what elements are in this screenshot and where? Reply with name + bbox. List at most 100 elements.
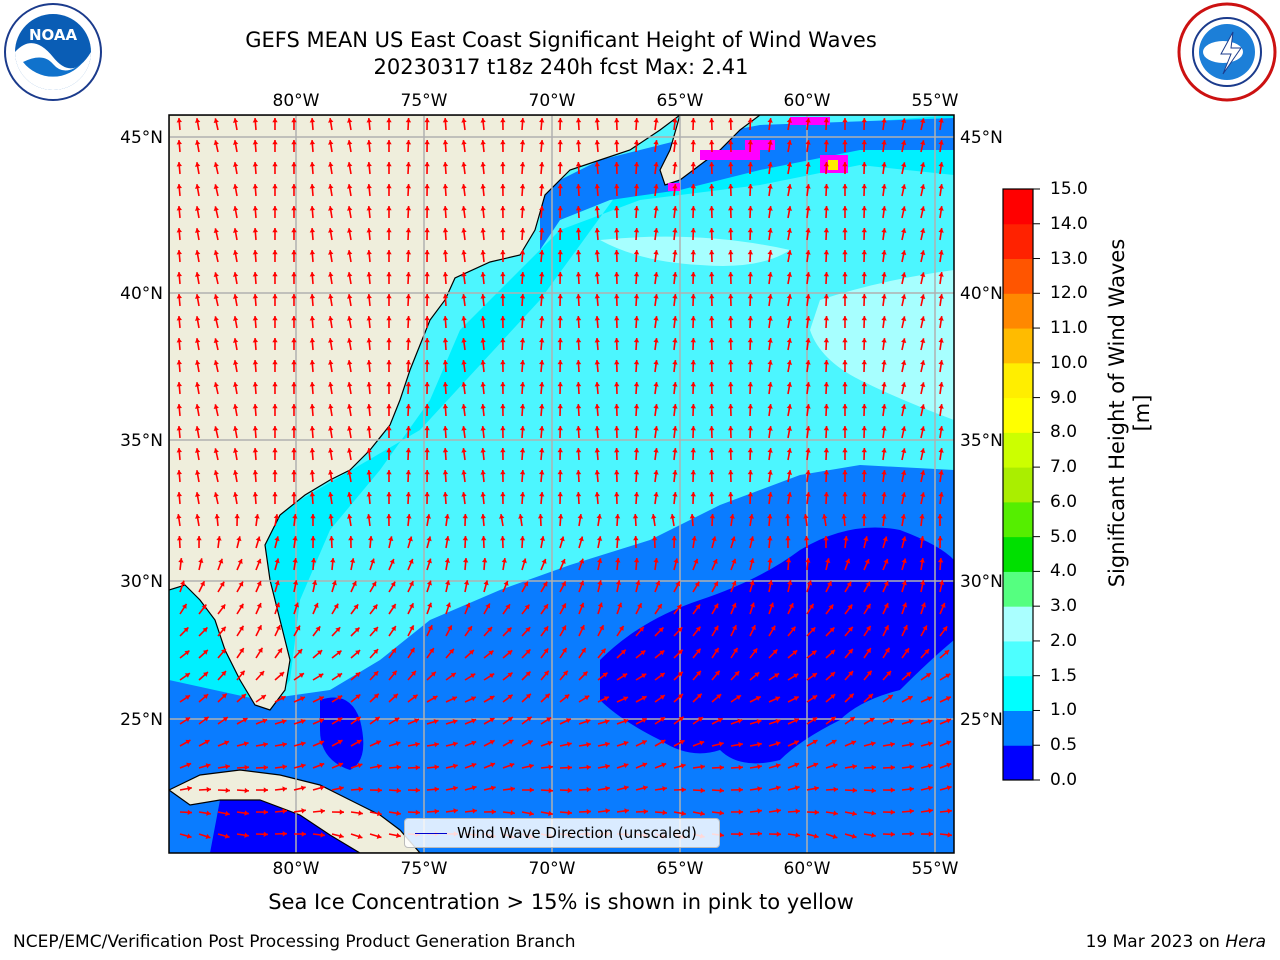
wave-arrow-head bbox=[232, 404, 239, 409]
wave-arrow-head bbox=[366, 338, 372, 343]
wave-arrow-head bbox=[927, 785, 933, 791]
wave-arrow-head bbox=[776, 831, 781, 837]
wave-arrow-head bbox=[206, 786, 211, 793]
wave-arrow-head bbox=[709, 162, 715, 167]
wave-arrow-head bbox=[618, 625, 624, 631]
wave-arrow-head bbox=[510, 786, 515, 792]
wave-arrow-head bbox=[206, 810, 211, 816]
wave-arrow-head bbox=[614, 536, 621, 541]
wave-arrow-head bbox=[594, 294, 600, 299]
wave-arrow-head bbox=[614, 492, 620, 497]
wave-arrow-head bbox=[920, 448, 926, 453]
wave-arrow-head bbox=[787, 580, 793, 586]
wave-arrow-head bbox=[672, 162, 678, 167]
wave-arrow-head bbox=[813, 762, 819, 768]
wave-arrow-head bbox=[690, 448, 696, 453]
wave-arrow-head bbox=[406, 514, 412, 519]
wave-arrow-head bbox=[731, 580, 737, 586]
wave-arrow-head bbox=[194, 250, 201, 255]
wave-arrow-head bbox=[388, 536, 394, 541]
wave-arrow-head bbox=[328, 448, 334, 453]
wave-arrow-head bbox=[927, 719, 933, 725]
wave-arrow-head bbox=[355, 694, 361, 700]
wave-arrow-head bbox=[213, 492, 219, 498]
wave-arrow-head bbox=[220, 648, 226, 654]
wave-arrow-head bbox=[483, 580, 489, 586]
wave-arrow-head bbox=[693, 558, 699, 564]
wave-arrow-head bbox=[938, 206, 944, 211]
wave-arrow-head bbox=[216, 536, 222, 541]
wave-arrow-head bbox=[219, 581, 225, 587]
wave-arrow-head bbox=[842, 404, 848, 409]
wave-arrow-head bbox=[861, 140, 867, 145]
wave-arrow-head bbox=[366, 162, 372, 167]
wave-arrow-head bbox=[396, 810, 401, 816]
wave-arrow-head bbox=[328, 492, 334, 497]
wave-arrow-head bbox=[633, 162, 640, 167]
wave-arrow-head bbox=[908, 719, 914, 725]
wave-arrow-head bbox=[328, 426, 334, 431]
wave-arrow-head bbox=[386, 426, 392, 431]
wave-arrow-head bbox=[924, 649, 930, 655]
wave-arrow-head bbox=[709, 382, 715, 387]
colorbar-segment bbox=[1003, 223, 1033, 260]
wave-arrow-head bbox=[594, 360, 600, 365]
wave-arrow-head bbox=[339, 809, 344, 815]
wave-arrow-head bbox=[471, 718, 477, 724]
wave-arrow-head bbox=[642, 785, 648, 791]
wave-arrow-head bbox=[194, 426, 201, 431]
wave-arrow-head bbox=[659, 650, 665, 656]
wave-arrow-head bbox=[366, 272, 372, 277]
lon-label-bottom: 65°W bbox=[657, 859, 704, 879]
wave-arrow-head bbox=[567, 787, 572, 794]
wave-arrow-head bbox=[861, 338, 867, 343]
wave-arrow-head bbox=[461, 360, 467, 365]
wave-arrow-head bbox=[614, 294, 620, 299]
wave-arrow-head bbox=[328, 404, 334, 409]
wave-arrow-head bbox=[883, 603, 889, 609]
wave-arrow-head bbox=[823, 470, 830, 475]
wave-arrow-head bbox=[812, 695, 818, 700]
wave-arrow-head bbox=[901, 206, 907, 211]
wave-arrow-head bbox=[232, 492, 239, 497]
wave-arrow-head bbox=[901, 162, 907, 167]
wave-arrow-head bbox=[823, 426, 830, 431]
wave-arrow-head bbox=[263, 741, 268, 748]
wave-arrow-head bbox=[396, 832, 401, 839]
wave-arrow-head bbox=[256, 603, 262, 609]
wave-arrow-head bbox=[405, 404, 412, 409]
wave-arrow-head bbox=[747, 426, 754, 431]
wave-arrow-head bbox=[232, 382, 239, 387]
wave-arrow-head bbox=[499, 514, 505, 519]
wave-arrow-head bbox=[849, 717, 855, 722]
wave-arrow-head bbox=[827, 581, 832, 587]
wave-arrow-head bbox=[575, 448, 582, 453]
wave-arrow-head bbox=[786, 316, 793, 321]
wave-arrow-head bbox=[823, 250, 830, 255]
wave-arrow-head bbox=[846, 581, 852, 587]
wave-arrow-head bbox=[442, 448, 449, 453]
wave-arrow-head bbox=[620, 649, 626, 655]
svg-text:NOAA: NOAA bbox=[29, 26, 78, 44]
wave-arrow-head bbox=[319, 718, 324, 724]
wave-arrow-head bbox=[700, 764, 705, 770]
wave-arrow-head bbox=[653, 228, 659, 233]
wave-arrow-head bbox=[786, 470, 793, 475]
wave-arrow-head bbox=[244, 810, 249, 816]
wave-arrow-head bbox=[633, 470, 640, 475]
wave-arrow-head bbox=[861, 514, 867, 519]
lat-label-right: 30°N bbox=[960, 572, 1003, 592]
wave-arrow-head bbox=[445, 602, 451, 608]
wave-arrow-head bbox=[194, 272, 201, 277]
wave-arrow-head bbox=[444, 536, 450, 541]
wave-arrow-head bbox=[405, 118, 412, 123]
wind-wave-arrows bbox=[176, 117, 953, 839]
lon-label-bottom: 75°W bbox=[401, 859, 448, 879]
wave-arrow-head bbox=[519, 404, 526, 409]
wave-arrow-head bbox=[869, 717, 875, 723]
wave-arrow-head bbox=[805, 382, 811, 387]
wave-arrow-head bbox=[453, 808, 458, 814]
colorbar-tick-label: 1.0 bbox=[1050, 700, 1078, 721]
wave-arrow-head bbox=[543, 604, 548, 610]
wave-arrow-head bbox=[185, 717, 191, 723]
